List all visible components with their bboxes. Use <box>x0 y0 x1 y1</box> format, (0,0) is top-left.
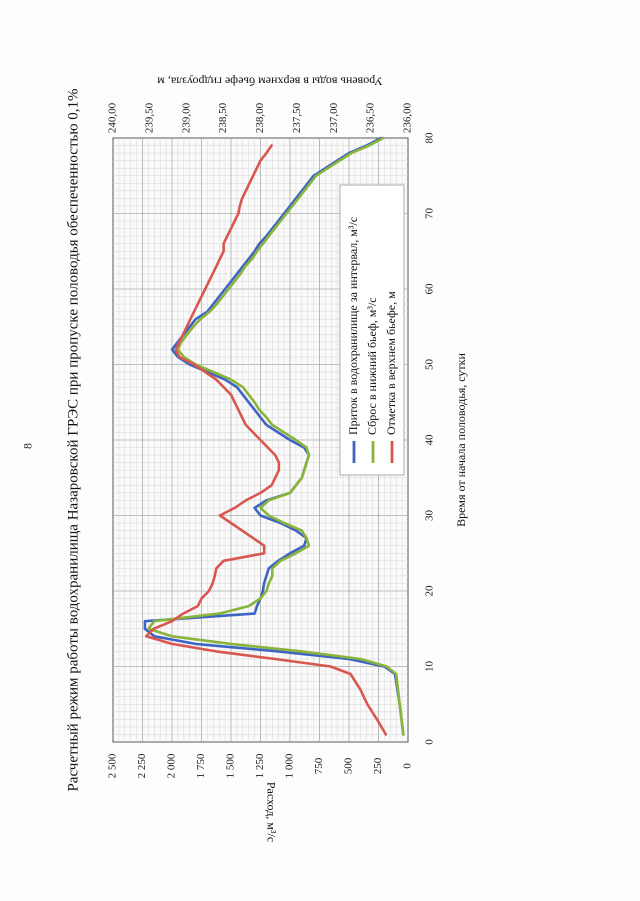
chart-title: Расчетный режим работы водохранилища Наз… <box>65 88 81 791</box>
y2-tick-label: 238,00 <box>254 102 266 133</box>
chart-titles: Расчетный режим работы водохранилища Наз… <box>65 74 467 842</box>
y2-tick-label: 240,00 <box>107 102 119 133</box>
series-line-3 <box>144 144 388 736</box>
x-tick-label: 50 <box>424 359 436 371</box>
legend-entry-1: Приток в водохранилище за интервал, м³/с <box>346 217 360 435</box>
chart-series <box>143 136 405 736</box>
chart-axes: 0 10 20 30 40 50 60 70 80 0 250 500 750 1 000 1 250 1 5… <box>107 102 436 778</box>
y2-tick-label: 236,00 <box>402 102 414 133</box>
y-tick-label: 1 750 <box>195 753 207 778</box>
legend-entry-2: Сброс в нижний бьеф, м³/с <box>365 297 379 435</box>
x-axis-title: Время от начала половодья, сутки <box>454 353 468 527</box>
y-tick-label: 1 250 <box>254 753 266 778</box>
y2-tick-label: 236,50 <box>365 102 377 133</box>
y-tick-label: 500 <box>343 757 355 774</box>
y-tick-label: 2 500 <box>107 753 119 778</box>
y2-tick-label: 237,00 <box>328 102 340 133</box>
y2-axis-title: Уровень воды в верхнем бьефе гидроузла, … <box>157 74 383 88</box>
chart-legend: Приток в водохранилище за интервал, м³/с… <box>339 184 405 476</box>
y2-tick-label: 239,00 <box>180 102 192 133</box>
y-tick-label: 0 <box>402 763 414 769</box>
y-tick-label: 1 500 <box>225 753 237 778</box>
y2-tick-label: 238,50 <box>217 102 229 133</box>
y2-tick-label: 239,50 <box>143 102 155 133</box>
y-tick-label: 1 000 <box>284 753 296 778</box>
y-axis-title: Расход, м³/с <box>264 782 278 842</box>
x-tick-label: 20 <box>424 585 436 597</box>
x-tick-label: 60 <box>424 283 436 295</box>
series-line-2 <box>147 136 405 736</box>
y-tick-label: 750 <box>313 757 325 774</box>
x-tick-label: 30 <box>424 510 436 522</box>
x-tick-label: 40 <box>424 434 436 446</box>
x-tick-label: 80 <box>424 132 436 144</box>
x-tick-label: 10 <box>424 661 436 673</box>
y-tick-label: 2 250 <box>136 753 148 778</box>
y-tick-label: 2 000 <box>166 753 178 778</box>
y2-tick-label: 237,50 <box>291 102 303 133</box>
x-tick-label: 0 <box>424 739 436 745</box>
y-tick-label: 250 <box>372 757 384 774</box>
legend-box <box>339 184 405 476</box>
legend-entry-3: Отметка в верхнем бьефе, м <box>384 291 398 435</box>
x-tick-label: 70 <box>424 208 436 220</box>
